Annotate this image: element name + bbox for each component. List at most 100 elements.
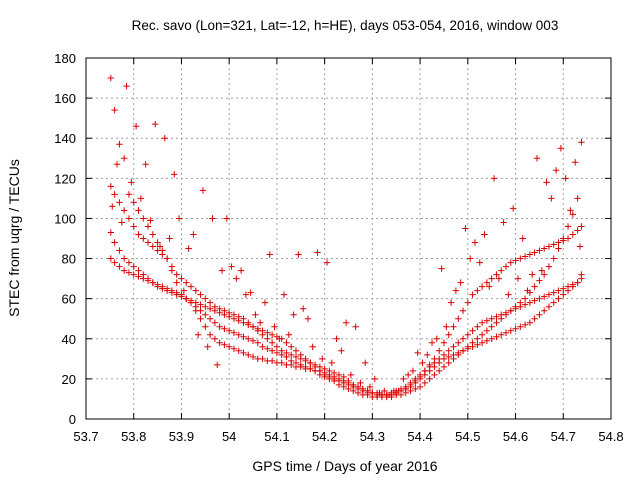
- plus-marker: [154, 247, 161, 254]
- plus-marker: [540, 245, 548, 252]
- plus-marker: [206, 305, 214, 312]
- y-tick-label: 100: [54, 211, 76, 226]
- chart-title: Rec. savo (Lon=321, Lat=-12, h=HE), days…: [132, 18, 559, 33]
- plus-marker: [135, 231, 142, 238]
- plus-marker: [197, 301, 204, 308]
- plus-marker: [464, 299, 472, 306]
- plus-marker: [450, 343, 457, 350]
- plus-marker: [469, 327, 476, 334]
- plus-marker: [163, 285, 171, 292]
- plus-marker: [259, 327, 266, 334]
- plus-marker: [517, 323, 524, 330]
- plus-marker: [574, 195, 581, 202]
- x-tick-label: 54.4: [407, 429, 432, 444]
- plus-marker: [206, 331, 214, 338]
- x-axis-title: GPS time / Days of year 2016: [252, 458, 437, 474]
- plus-marker: [211, 319, 219, 326]
- scatter-series-3: [107, 229, 585, 399]
- plus-marker: [395, 387, 402, 395]
- plus-marker: [400, 375, 407, 383]
- plus-marker: [550, 241, 557, 248]
- plus-marker: [233, 275, 240, 282]
- x-tick-label: 54.8: [598, 429, 623, 444]
- plus-marker: [488, 335, 495, 342]
- plus-marker: [214, 361, 221, 369]
- plus-marker: [168, 263, 176, 270]
- plus-marker: [137, 195, 145, 202]
- plus-marker: [424, 351, 431, 359]
- plus-marker: [521, 295, 529, 302]
- plus-marker: [259, 355, 266, 363]
- plus-marker: [509, 205, 517, 212]
- plus-marker: [350, 381, 357, 389]
- plus-marker: [455, 339, 462, 346]
- plus-marker: [194, 331, 202, 338]
- plus-marker: [407, 383, 414, 391]
- plus-marker: [512, 305, 519, 312]
- plus-marker: [283, 339, 290, 346]
- plus-marker: [288, 343, 295, 350]
- plus-marker: [107, 255, 115, 262]
- plus-marker: [493, 333, 500, 340]
- plus-marker: [235, 317, 242, 324]
- plus-marker: [192, 307, 199, 314]
- plus-marker: [183, 295, 190, 302]
- plus-marker: [502, 329, 510, 336]
- y-tick-label: 120: [54, 171, 76, 186]
- plus-marker: [154, 239, 161, 246]
- plus-marker: [132, 122, 140, 130]
- plus-marker: [130, 199, 137, 206]
- plus-marker: [273, 349, 281, 357]
- plus-marker: [540, 271, 548, 278]
- plus-marker: [488, 315, 495, 322]
- plus-marker: [295, 251, 302, 258]
- plus-marker: [555, 295, 562, 302]
- plus-marker: [149, 231, 157, 238]
- plus-marker: [280, 291, 288, 298]
- plus-marker: [572, 159, 579, 166]
- plus-marker: [173, 271, 180, 278]
- plus-marker: [254, 339, 262, 346]
- plus-marker: [366, 383, 374, 391]
- plus-marker: [564, 235, 572, 242]
- x-tick-labels: 53.7 53.8 53.9 54 54.1 54.2 54.3 54.4 54.5 54.6 54…: [73, 429, 623, 444]
- plus-marker: [560, 237, 567, 244]
- plus-marker: [483, 279, 491, 286]
- plus-marker: [567, 207, 574, 214]
- plus-marker: [414, 349, 421, 357]
- plus-marker: [502, 309, 510, 316]
- plus-marker: [545, 291, 553, 298]
- plus-marker: [230, 315, 238, 322]
- plus-marker: [307, 359, 314, 367]
- plus-marker: [218, 267, 226, 274]
- plus-marker: [428, 339, 436, 346]
- plus-marker: [288, 361, 295, 369]
- plus-marker: [440, 355, 448, 363]
- plus-marker: [292, 347, 300, 355]
- plus-marker: [555, 239, 562, 246]
- plus-marker: [569, 211, 577, 218]
- plus-marker: [457, 279, 464, 286]
- plus-marker: [149, 279, 157, 286]
- plus-marker: [521, 253, 529, 260]
- plus-marker: [206, 315, 214, 322]
- plus-marker: [330, 373, 338, 381]
- plus-marker: [431, 363, 438, 371]
- plus-marker: [433, 335, 440, 342]
- plus-marker: [302, 355, 309, 363]
- plus-marker: [478, 331, 486, 338]
- plus-marker: [490, 175, 498, 182]
- plus-marker: [125, 259, 133, 266]
- plus-marker: [192, 287, 199, 294]
- plus-marker: [545, 303, 553, 310]
- x-tick-label: 53.8: [121, 429, 146, 444]
- plus-marker: [144, 223, 152, 230]
- plus-marker: [426, 367, 433, 375]
- plus-marker: [560, 285, 567, 292]
- plus-marker: [531, 283, 538, 290]
- plus-marker: [140, 275, 147, 282]
- plus-marker: [488, 323, 495, 330]
- plus-marker: [321, 369, 328, 377]
- plus-marker: [107, 183, 115, 190]
- plus-marker: [538, 267, 545, 274]
